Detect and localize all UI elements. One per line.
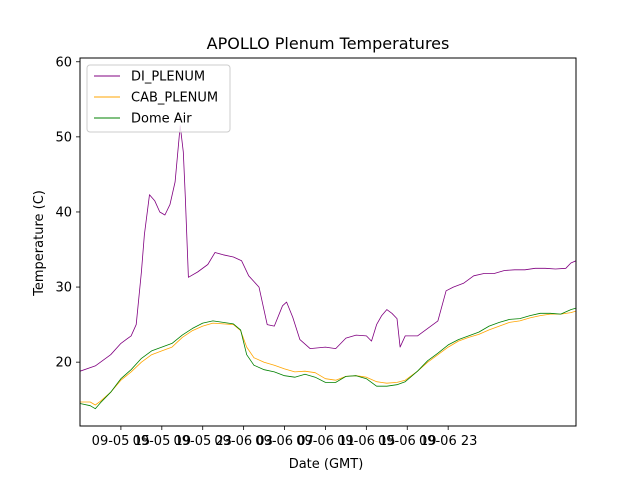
y-tick-label: 40 bbox=[55, 205, 72, 220]
legend-label: CAB_PLENUM bbox=[131, 91, 218, 106]
y-tick-label: 60 bbox=[55, 55, 72, 70]
x-tick-label: 09-06 15 bbox=[337, 434, 395, 449]
y-tick-label: 50 bbox=[55, 130, 72, 145]
x-tick-label: 09-05 23 bbox=[173, 434, 231, 449]
y-axis-label: Temperature (C) bbox=[32, 190, 47, 297]
x-tick-label: 09-05 15 bbox=[92, 434, 150, 449]
legend-label: Dome Air bbox=[131, 112, 192, 127]
series-line-cab-plenum bbox=[80, 310, 576, 406]
legend-label: DI_PLENUM bbox=[131, 70, 205, 85]
x-tick-label: 09-06 23 bbox=[419, 434, 477, 449]
chart-title: APOLLO Plenum Temperatures bbox=[207, 34, 450, 53]
y-tick-label: 30 bbox=[55, 281, 72, 296]
series-line-dome-air bbox=[80, 307, 576, 410]
x-tick-label: 09-06 03 bbox=[214, 434, 272, 449]
series-group bbox=[80, 125, 576, 410]
y-tick-label: 20 bbox=[55, 356, 72, 371]
legend-box bbox=[86, 64, 231, 133]
x-axis-label: Date (GMT) bbox=[289, 457, 364, 472]
x-tick-label: 09-06 11 bbox=[296, 434, 354, 449]
x-tick-label: 09-06 07 bbox=[255, 434, 313, 449]
x-tick-label: 09-05 19 bbox=[133, 434, 191, 449]
series-line-di-plenum bbox=[80, 125, 576, 372]
legend: DI_PLENUM CAB_PLENUM Dome Air bbox=[86, 64, 231, 133]
axes-frame bbox=[79, 57, 577, 427]
x-tick-label: 09-06 19 bbox=[378, 434, 436, 449]
